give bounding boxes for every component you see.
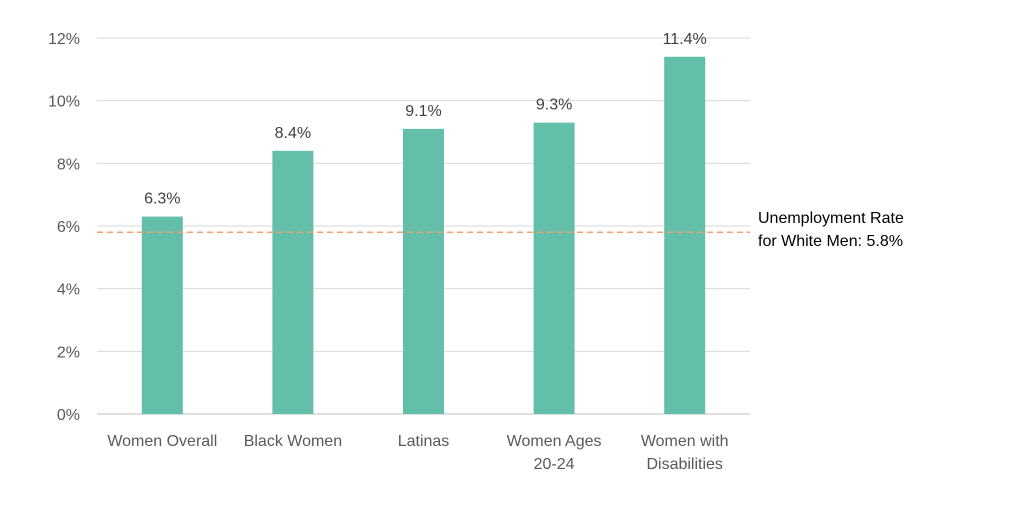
x-category-label: Latinas bbox=[398, 433, 450, 450]
y-tick-label: 0% bbox=[57, 407, 80, 424]
y-tick-label: 12% bbox=[48, 31, 80, 48]
x-category-label: Women with bbox=[641, 433, 729, 450]
data-label: 9.3% bbox=[536, 97, 572, 114]
data-labels: 6.3% 8.4% 9.1% 9.3% 11.4% bbox=[144, 31, 707, 208]
x-axis-labels: Women Overall Black Women Latinas Women Age… bbox=[107, 433, 728, 473]
y-tick-label: 6% bbox=[57, 219, 80, 236]
reference-line-group: Unemployment Rate for White Men: 5.8% bbox=[97, 210, 904, 250]
x-category-label: Women Ages bbox=[507, 433, 602, 450]
y-tick-label: 2% bbox=[57, 344, 80, 361]
reference-line-label: for White Men: 5.8% bbox=[758, 233, 903, 250]
bar bbox=[272, 150, 314, 415]
data-label: 6.3% bbox=[144, 191, 180, 208]
bar bbox=[403, 128, 444, 414]
bar bbox=[533, 122, 575, 414]
bars bbox=[141, 56, 706, 415]
y-tick-label: 8% bbox=[57, 156, 80, 173]
data-label: 8.4% bbox=[275, 125, 311, 142]
bar bbox=[141, 216, 183, 414]
x-category-label: Disabilities bbox=[646, 456, 722, 473]
x-category-label: 20-24 bbox=[534, 456, 575, 473]
x-category-label: Black Women bbox=[244, 433, 342, 450]
data-label: 9.1% bbox=[405, 103, 441, 120]
y-tick-label: 4% bbox=[57, 282, 80, 299]
x-category-label: Women Overall bbox=[107, 433, 217, 450]
reference-line-label: Unemployment Rate bbox=[758, 210, 904, 227]
bar bbox=[664, 56, 706, 415]
y-axis-ticks: 0% 2% 4% 6% 8% 10% 12% bbox=[48, 31, 80, 424]
data-label: 11.4% bbox=[663, 31, 707, 48]
y-tick-label: 10% bbox=[48, 94, 80, 111]
